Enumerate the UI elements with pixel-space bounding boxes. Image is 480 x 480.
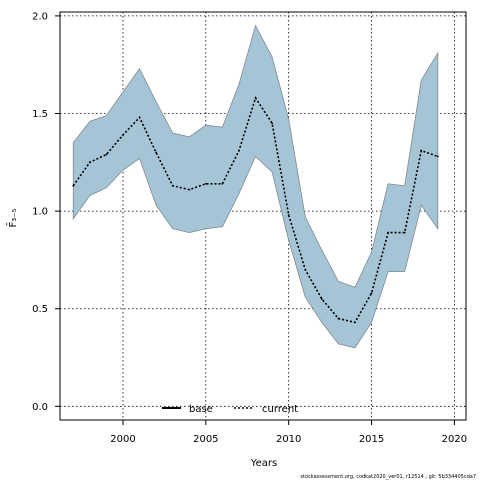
x-tick-label: 2000 [110,434,135,445]
data-point-current [238,149,240,152]
data-point-current [105,153,108,156]
data-point-current [420,149,423,152]
x-tick-label: 2005 [193,434,218,445]
x-tick-label: 2015 [359,434,384,445]
data-point-current [188,188,191,191]
y-tick-label: 1.0 [32,207,48,218]
data-point-current [354,321,356,324]
footer-credit: stockassessment.org, codkat2020_ver01, r… [300,474,476,480]
y-tick-label: 0.5 [32,304,48,315]
plot-frame [59,11,467,421]
y-axis: 0.0 0.5 1.0 1.5 2.0 [32,11,60,413]
x-tick-label: 2010 [276,434,301,445]
x-axis: 2000 2005 2010 2015 2020 [110,420,467,445]
data-point-current [287,214,290,216]
y-tick-label: 1.5 [32,109,48,120]
data-point-current [221,182,224,185]
legend: base current [162,404,298,415]
data-point-current [403,231,406,234]
x-tick-label: 2020 [442,434,467,445]
legend-label-base: base [189,404,213,415]
y-axis-title: F̄₃₋₅ [6,208,19,227]
y-tick-label: 2.0 [32,11,48,22]
x-axis-title: Years [250,458,277,469]
data-point-current [320,298,323,300]
data-points [72,96,439,324]
data-point-current [337,317,340,320]
data-point-current [204,182,207,185]
data-point-current [436,155,439,158]
data-point-current [122,134,124,136]
data-point-current [72,184,75,187]
data-point-current [138,116,141,119]
data-point-current [171,184,174,187]
data-point-current [88,161,91,164]
data-point-current [304,268,307,271]
legend-label-current: current [262,404,298,415]
y-tick-label: 0.0 [32,402,48,413]
data-point-current [370,292,373,295]
data-point-current [387,231,390,234]
data-point-current [254,96,257,99]
data-point-current [155,151,158,154]
data-point-current [271,122,274,125]
confidence-band [72,24,439,349]
